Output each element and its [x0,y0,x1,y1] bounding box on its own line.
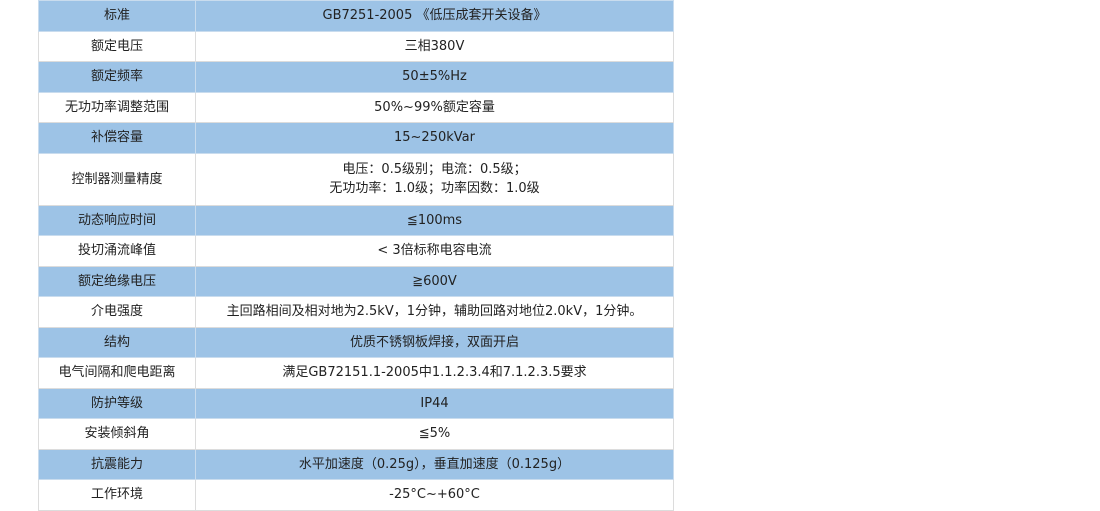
table-row: 额定电压 三相380V [38,30,674,62]
table-row: 安装倾斜角 ≦5% [38,418,674,450]
table-row: 工作环境 -25°C~+60°C [38,479,674,511]
table-row: 结构 优质不锈钢板焊接，双面开启 [38,326,674,358]
spec-value: ≦100ms [195,204,674,236]
table-row: 标准 GB7251-2005 《低压成套开关设备》 [38,0,674,32]
spec-label: 控制器测量精度 [38,152,196,206]
table-row: 额定绝缘电压 ≧600V [38,265,674,297]
spec-label: 投切涌流峰值 [38,235,196,267]
spec-table: 标准 GB7251-2005 《低压成套开关设备》 额定电压 三相380V 额定频率 50… [38,0,674,511]
spec-label: 补偿容量 [38,122,196,154]
table-row: 投切涌流峰值 < 3倍标称电容电流 [38,235,674,267]
spec-label: 介电强度 [38,296,196,328]
spec-value: 15~250kVar [195,122,674,154]
table-row: 动态响应时间 ≦100ms [38,204,674,236]
spec-label: 结构 [38,326,196,358]
spec-value: ≧600V [195,265,674,297]
table-row: 补偿容量 15~250kVar [38,122,674,154]
spec-value: GB7251-2005 《低压成套开关设备》 [195,0,674,32]
spec-label: 防护等级 [38,387,196,419]
spec-value: 优质不锈钢板焊接，双面开启 [195,326,674,358]
spec-value-line: 无功功率：1.0级；功率因数：1.0级 [329,181,540,196]
spec-value: 50%~99%额定容量 [195,91,674,123]
spec-label: 安装倾斜角 [38,418,196,450]
spec-value: 电压：0.5级别；电流：0.5级； 无功功率：1.0级；功率因数：1.0级 [195,152,674,206]
spec-value: 主回路相间及相对地为2.5kV，1分钟，辅助回路对地位2.0kV，1分钟。 [195,296,674,328]
spec-label: 额定频率 [38,61,196,93]
table-row: 控制器测量精度 电压：0.5级别；电流：0.5级； 无功功率：1.0级；功率因数：1… [38,152,674,206]
spec-label: 额定绝缘电压 [38,265,196,297]
spec-label: 额定电压 [38,30,196,62]
table-row: 额定频率 50±5%Hz [38,61,674,93]
table-row: 无功功率调整范围 50%~99%额定容量 [38,91,674,123]
spec-label: 抗震能力 [38,448,196,480]
spec-value: ≦5% [195,418,674,450]
spec-value: IP44 [195,387,674,419]
spec-label: 无功功率调整范围 [38,91,196,123]
table-row: 防护等级 IP44 [38,387,674,419]
table-row: 介电强度 主回路相间及相对地为2.5kV，1分钟，辅助回路对地位2.0kV，1分钟… [38,296,674,328]
table-row: 电气间隔和爬电距离 满足GB72151.1-2005中1.1.2.3.4和7.1.… [38,357,674,389]
spec-label: 动态响应时间 [38,204,196,236]
table-row: 抗震能力 水平加速度（0.25g），垂直加速度（0.125g） [38,448,674,480]
spec-value-line: 电压：0.5级别；电流：0.5级； [342,162,527,177]
spec-value: 水平加速度（0.25g），垂直加速度（0.125g） [195,448,674,480]
spec-label: 电气间隔和爬电距离 [38,357,196,389]
spec-label: 标准 [38,0,196,32]
spec-value: < 3倍标称电容电流 [195,235,674,267]
spec-value: 50±5%Hz [195,61,674,93]
spec-label: 工作环境 [38,479,196,511]
spec-value: -25°C~+60°C [195,479,674,511]
spec-value: 三相380V [195,30,674,62]
spec-value: 满足GB72151.1-2005中1.1.2.3.4和7.1.2.3.5要求 [195,357,674,389]
